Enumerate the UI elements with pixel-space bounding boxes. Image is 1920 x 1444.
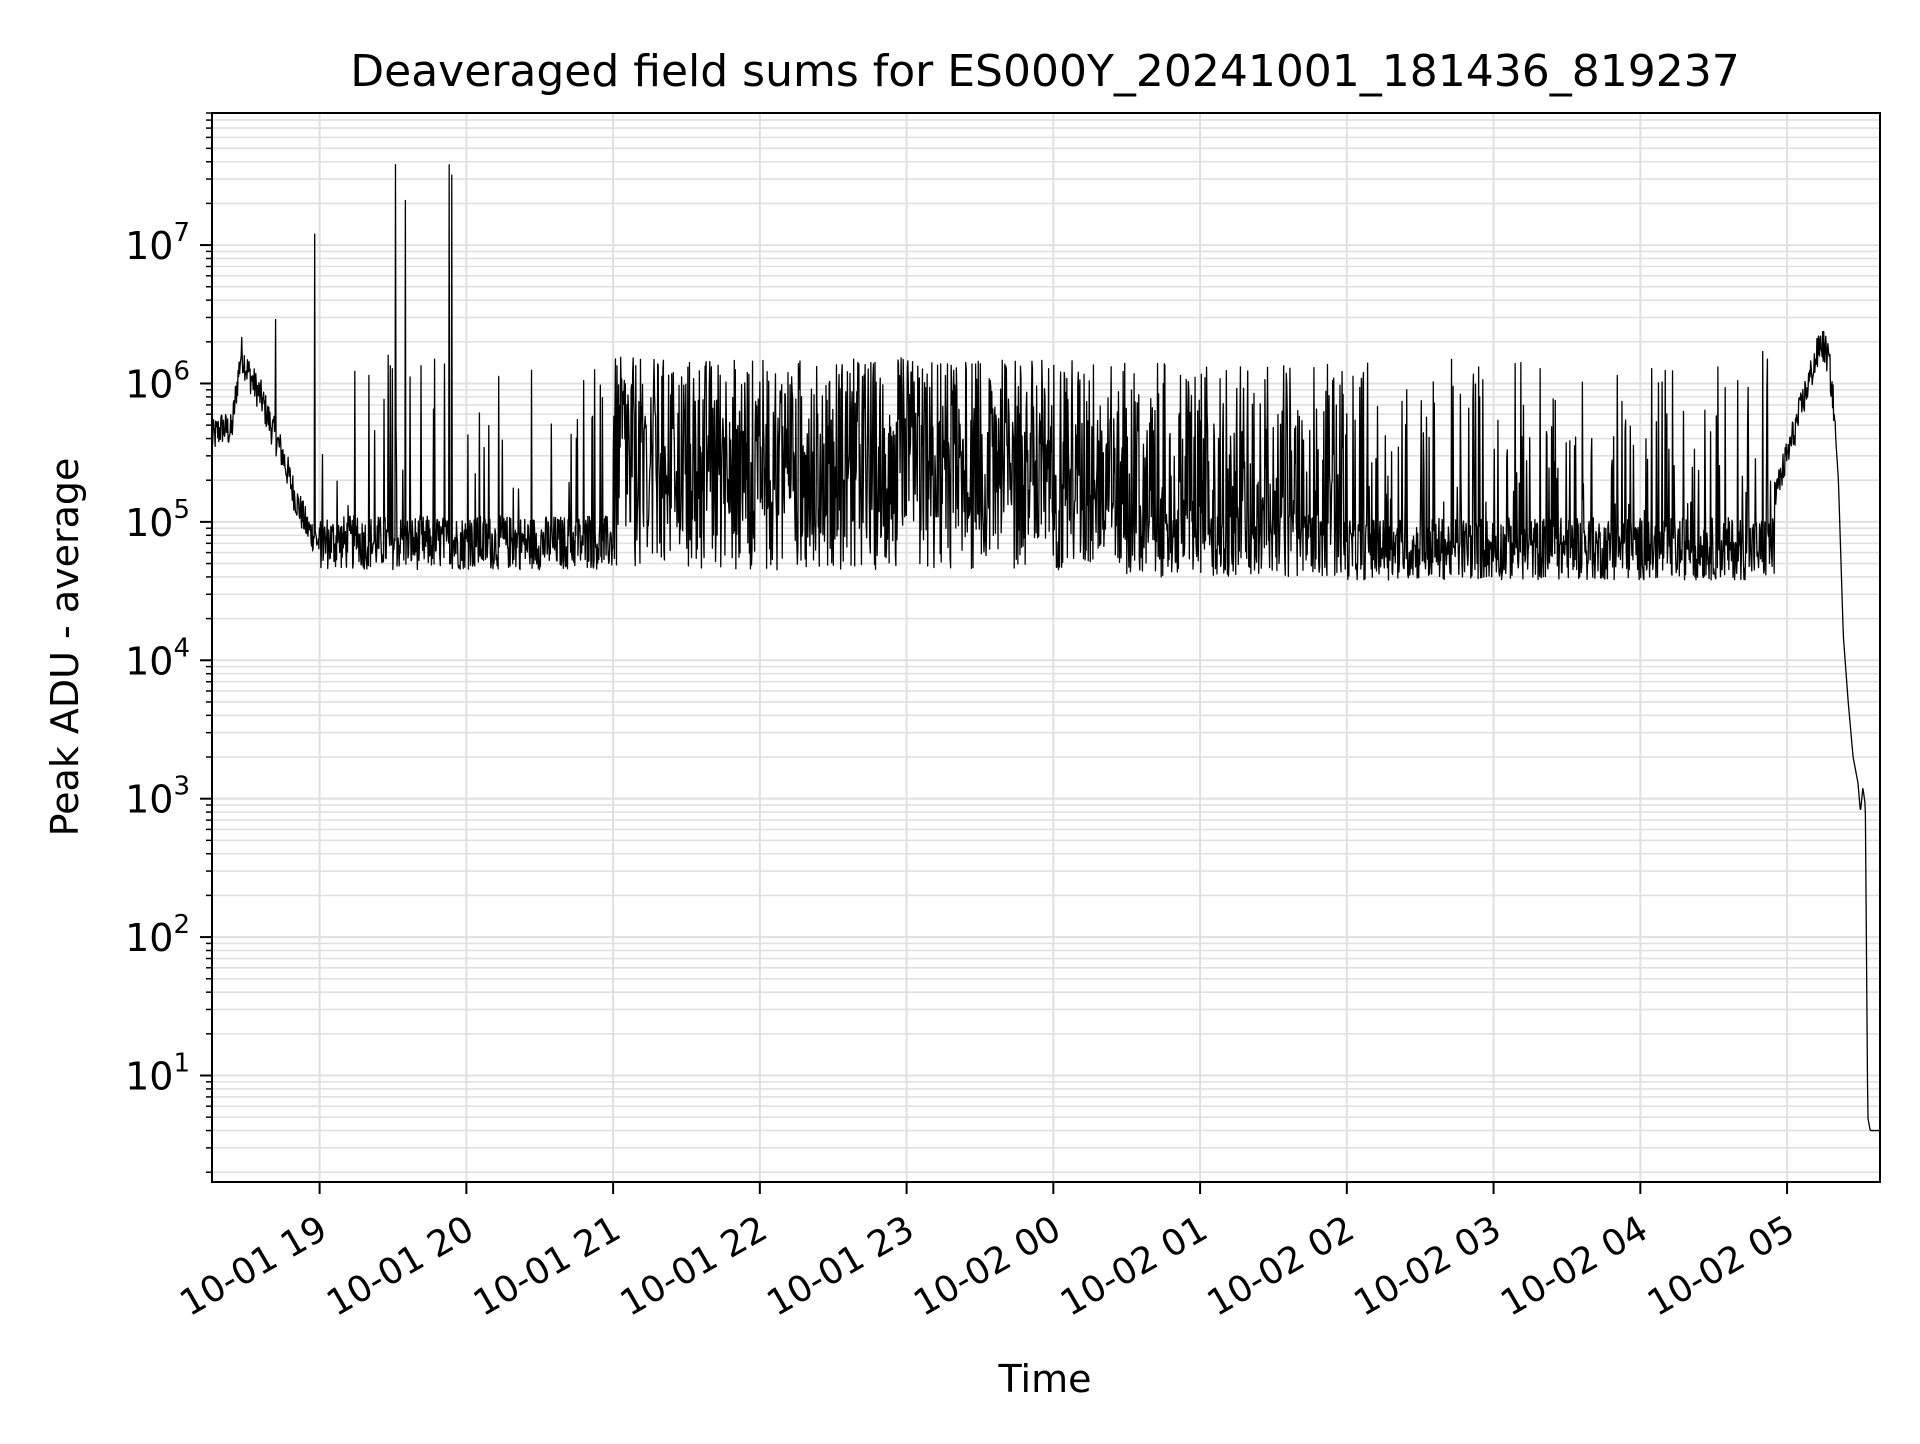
x-tick-label: 10-02 04 [1494,1208,1655,1324]
series-line [211,164,1881,1132]
x-axis-label: Time [998,1357,1092,1401]
x-tick-label: 10-01 20 [320,1208,481,1324]
plot-frame [211,112,1881,1183]
y-tick-label: 104 [125,633,190,683]
x-tick-label: 10-01 23 [760,1208,921,1324]
series-layer [211,164,1881,1132]
y-tick-label: 107 [125,218,190,268]
y-tick-label: 101 [125,1048,190,1098]
chart-title: Deaveraged field sums for ES000Y_2024100… [350,46,1739,97]
x-tick-label: 10-02 00 [907,1208,1068,1324]
y-axis-ticks: 101 102 103 104 105 106 107 [125,112,212,1173]
y-tick-label: 103 [125,772,190,822]
x-tick-label: 10-01 22 [614,1208,775,1324]
x-tick-label: 10-02 05 [1641,1208,1802,1324]
y-tick-label: 102 [125,910,190,960]
x-tick-label: 10-02 03 [1347,1208,1508,1324]
y-axis-label: Peak ADU - average [43,458,87,837]
x-tick-label: 10-02 02 [1201,1208,1362,1324]
y-tick-label: 105 [125,495,190,545]
grid-lines [212,112,1880,1182]
x-tick-label: 10-02 01 [1054,1208,1215,1324]
x-tick-label: 10-01 21 [467,1208,628,1324]
y-tick-label: 106 [125,356,190,406]
x-tick-label: 10-01 19 [173,1208,334,1324]
